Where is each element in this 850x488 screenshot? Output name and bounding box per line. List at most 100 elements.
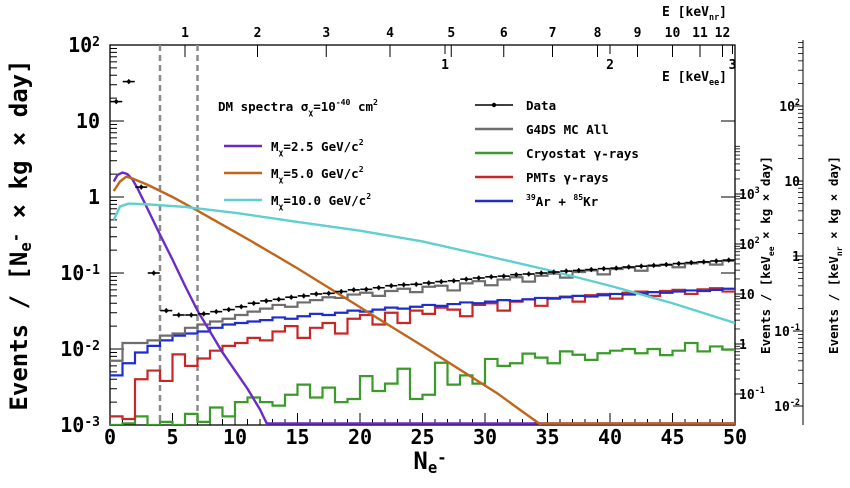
y-tick-label: 10 bbox=[76, 109, 100, 133]
data-point bbox=[539, 271, 544, 275]
top-nr-tick-label: 1 bbox=[181, 26, 189, 41]
data-point bbox=[226, 307, 231, 312]
right-ee-tick-label: 103​ bbox=[739, 185, 760, 203]
series-dm25 bbox=[112, 171, 269, 425]
top-ee-axis-title: E [keVee​] bbox=[662, 70, 727, 87]
data-point bbox=[201, 312, 206, 316]
legend-label-dm25: Mχ​=2.5 GeV/c2​ bbox=[271, 137, 364, 157]
data-point bbox=[189, 313, 194, 317]
x-tick-label: 15 bbox=[285, 425, 309, 449]
legend-label-arkr: 39​Ar + 85​Kr bbox=[526, 192, 599, 209]
data-point bbox=[439, 279, 444, 284]
top-ee-tick-label: 3 bbox=[729, 58, 737, 73]
data-point bbox=[326, 291, 331, 296]
data-point bbox=[214, 309, 219, 314]
y-tick-label: 102​ bbox=[68, 33, 100, 57]
x-tick-label: 40 bbox=[598, 425, 622, 449]
data-point bbox=[489, 275, 494, 279]
data-point bbox=[614, 266, 619, 270]
x-tick-label: 5 bbox=[166, 425, 178, 449]
data-point bbox=[714, 259, 719, 263]
data-point bbox=[564, 269, 569, 273]
top-nr-tick-label: 9 bbox=[634, 26, 642, 41]
data-point bbox=[114, 99, 119, 104]
data-point bbox=[639, 264, 644, 268]
top-nr-tick-label: 7 bbox=[549, 26, 557, 41]
x-tick-label: 35 bbox=[535, 425, 559, 449]
y-tick-label: 10-3​ bbox=[60, 413, 100, 437]
legend-left-header: DM spectra σχ​=10-40​ cm2​ bbox=[218, 97, 378, 117]
y-tick-label: 10-1​ bbox=[60, 261, 100, 285]
legend-label-data: Data bbox=[526, 98, 556, 113]
legend-label-dm50: Mχ​=5.0 GeV/c2​ bbox=[271, 164, 364, 184]
data-point bbox=[414, 282, 419, 287]
right-nr-axis-title: Events / [keVnr​ × kg × day] bbox=[826, 156, 844, 354]
top-nr-tick-label: 4 bbox=[386, 26, 394, 41]
data-point bbox=[276, 297, 281, 302]
x-tick-label: 25 bbox=[410, 425, 434, 449]
right-ee-axis-title: Events / [keVee​ × kg × day] bbox=[758, 156, 776, 354]
data-point bbox=[676, 261, 681, 266]
series-dm50 bbox=[112, 175, 542, 425]
top-nr-tick-label: 2 bbox=[254, 26, 262, 41]
data-point bbox=[289, 295, 294, 300]
x-tick-label: 45 bbox=[660, 425, 684, 449]
data-point bbox=[264, 299, 269, 303]
data-point bbox=[726, 258, 731, 262]
legend-label-g4ds: G4DS MC All bbox=[526, 122, 609, 137]
data-point bbox=[476, 276, 481, 280]
data-point bbox=[426, 281, 431, 285]
top-nr-tick-label: 12 bbox=[715, 26, 731, 41]
data-point bbox=[664, 262, 669, 267]
right-ee-tick-label: 10-1​ bbox=[739, 385, 765, 403]
right-nr-tick-label: 1 bbox=[792, 250, 800, 265]
right-nr-tick-label: 102​ bbox=[779, 97, 800, 115]
right-ee-tick-label: 1 bbox=[739, 338, 747, 353]
top-nr-tick-label: 3 bbox=[322, 26, 330, 41]
x-tick-label: 50 bbox=[723, 425, 747, 449]
data-point bbox=[339, 289, 344, 294]
axes: 0510152025303540455010-3​10-2​10-1​11010… bbox=[5, 5, 844, 477]
series-data-points bbox=[110, 79, 735, 318]
right-nr-tick-label: 10-1​ bbox=[774, 322, 800, 340]
data-point bbox=[451, 278, 456, 283]
data-point bbox=[501, 274, 506, 278]
data-point bbox=[389, 283, 394, 288]
series-cryo bbox=[110, 341, 735, 425]
series-pmt bbox=[110, 287, 735, 421]
data-point bbox=[364, 287, 369, 292]
legend: DM spectra σχ​=10-40​ cm2​ Mχ​=2.5 GeV/c2… bbox=[218, 97, 639, 211]
data-point bbox=[164, 308, 169, 313]
x-axis-title: Ne​-​ bbox=[413, 447, 446, 477]
right-ee-tick-label: 10 bbox=[739, 288, 755, 303]
right-nr-tick-label: 10 bbox=[784, 175, 800, 190]
data-point bbox=[526, 272, 531, 276]
top-nr-tick-label: 6 bbox=[500, 26, 508, 41]
plot-area bbox=[110, 79, 735, 425]
top-nr-axis-title: E [keVnr​] bbox=[662, 5, 727, 22]
top-nr-tick-label: 10 bbox=[665, 26, 681, 41]
data-point bbox=[314, 292, 319, 296]
data-point bbox=[301, 294, 306, 298]
data-point bbox=[151, 271, 156, 275]
y-axis-title: Events / [Ne​-​ × kg × day] bbox=[5, 59, 35, 410]
series-dm100 bbox=[112, 202, 735, 325]
data-point bbox=[626, 265, 631, 269]
x-tick-label: 10 bbox=[223, 425, 247, 449]
data-point bbox=[514, 272, 519, 277]
data-point bbox=[576, 268, 581, 273]
data-point bbox=[551, 270, 556, 274]
legend-swatch-data-dot bbox=[491, 102, 497, 108]
right-ee-tick-label: 102​ bbox=[739, 235, 760, 253]
top-nr-tick-label: 11 bbox=[692, 26, 708, 41]
legend-label-cryo: Cryostat γ-rays bbox=[526, 146, 639, 161]
x-tick-label: 0 bbox=[104, 425, 116, 449]
data-point bbox=[689, 260, 694, 265]
series-arkr bbox=[110, 287, 735, 377]
data-point bbox=[351, 288, 356, 292]
data-point bbox=[239, 304, 244, 309]
y-tick-label: 10-2​ bbox=[60, 337, 100, 361]
series-group bbox=[110, 45, 735, 425]
data-point bbox=[401, 282, 406, 287]
